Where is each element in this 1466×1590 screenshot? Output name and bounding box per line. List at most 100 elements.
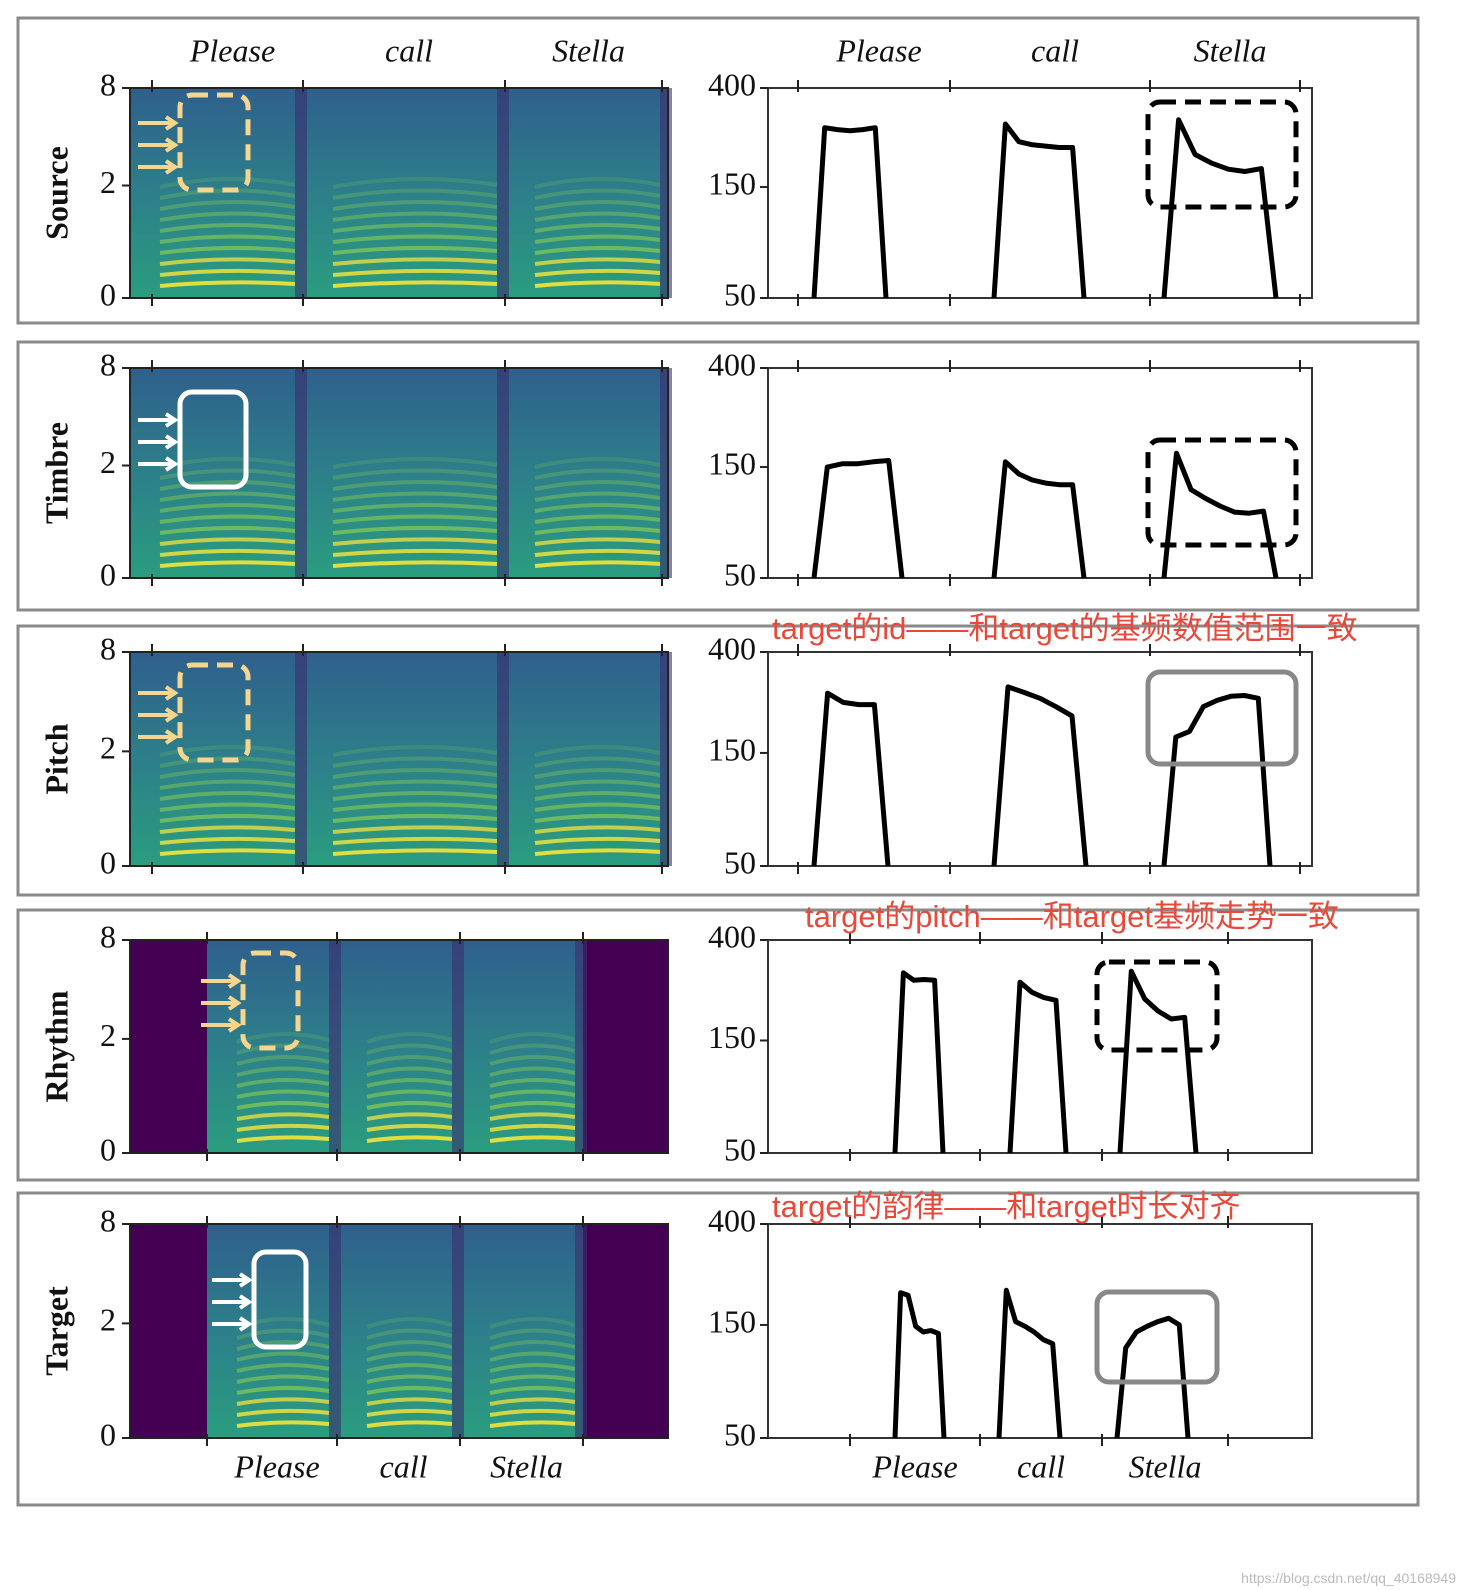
frame bbox=[767, 651, 1313, 867]
harmonic bbox=[489, 1078, 576, 1088]
harmonic bbox=[489, 1328, 576, 1340]
frame bbox=[129, 939, 669, 1154]
harmonic bbox=[332, 456, 498, 469]
harmonic bbox=[534, 480, 661, 491]
harmonic bbox=[159, 825, 296, 834]
arrow bbox=[138, 685, 179, 701]
harmonic bbox=[534, 848, 661, 856]
gap bbox=[497, 368, 509, 578]
gap bbox=[660, 368, 672, 578]
harmonic bbox=[159, 745, 296, 757]
harmonic bbox=[366, 1112, 453, 1121]
gap bbox=[295, 88, 307, 298]
row-label: Source bbox=[38, 146, 74, 240]
highlight-box bbox=[1145, 99, 1299, 210]
harmonic bbox=[159, 234, 296, 244]
harmonic bbox=[159, 768, 296, 779]
harmonic bbox=[332, 560, 498, 568]
y-tick-label: 400 bbox=[708, 918, 756, 954]
harmonic bbox=[534, 825, 661, 834]
y-tick-label: 8 bbox=[100, 346, 116, 382]
harmonic bbox=[236, 1385, 330, 1395]
highlight-box bbox=[240, 950, 301, 1051]
harmonic bbox=[534, 457, 661, 469]
gap bbox=[295, 652, 307, 866]
harmonic bbox=[332, 836, 498, 845]
frame bbox=[129, 367, 669, 579]
harmonic bbox=[332, 234, 498, 244]
harmonic bbox=[332, 211, 498, 222]
harmonic bbox=[236, 1112, 330, 1121]
y-tick-label: 50 bbox=[724, 276, 756, 312]
harmonic bbox=[159, 779, 296, 790]
harmonic bbox=[489, 1420, 576, 1428]
highlight-box bbox=[177, 662, 251, 763]
harmonic bbox=[534, 268, 661, 277]
spectrogram bbox=[130, 652, 668, 866]
panel-border bbox=[16, 908, 1420, 1182]
harmonic bbox=[332, 257, 498, 266]
harmonic bbox=[236, 1078, 330, 1088]
harmonic bbox=[489, 1317, 576, 1329]
word-label: Stella bbox=[1194, 32, 1267, 68]
y-tick-label: 2 bbox=[100, 1302, 116, 1338]
harmonic bbox=[159, 848, 296, 856]
highlight-box bbox=[1145, 437, 1299, 548]
harmonic bbox=[534, 790, 661, 801]
harmonic bbox=[159, 268, 296, 277]
harmonic bbox=[159, 525, 296, 535]
y-tick-label: 400 bbox=[708, 630, 756, 666]
harmonic bbox=[159, 514, 296, 524]
harmonic bbox=[534, 222, 661, 233]
arrow bbox=[212, 1294, 253, 1310]
harmonic bbox=[534, 548, 661, 557]
harmonic bbox=[159, 177, 296, 189]
y-tick-label: 2 bbox=[100, 730, 116, 766]
harmonic bbox=[366, 1397, 453, 1406]
harmonic bbox=[534, 257, 661, 266]
y-tick-label: 0 bbox=[100, 844, 116, 880]
arrow bbox=[201, 973, 242, 989]
harmonic bbox=[159, 560, 296, 568]
word-label: Please bbox=[871, 1448, 957, 1484]
y-tick-label: 8 bbox=[100, 630, 116, 666]
y-tick-label: 50 bbox=[724, 556, 756, 592]
highlight-box bbox=[1094, 959, 1220, 1053]
harmonic bbox=[534, 200, 661, 211]
arrow bbox=[138, 729, 179, 745]
arrow bbox=[138, 456, 179, 472]
harmonic bbox=[366, 1043, 453, 1055]
harmonic bbox=[489, 1397, 576, 1406]
highlight-box bbox=[251, 1249, 309, 1350]
arrow bbox=[138, 137, 179, 153]
row-label: Timbre bbox=[38, 422, 74, 524]
y-tick-label: 0 bbox=[100, 1416, 116, 1452]
gap bbox=[660, 88, 672, 298]
word-label: call bbox=[380, 1448, 428, 1484]
harmonic bbox=[489, 1100, 576, 1110]
word-label: call bbox=[1031, 32, 1079, 68]
y-tick-label: 50 bbox=[724, 844, 756, 880]
y-tick-label: 50 bbox=[724, 1416, 756, 1452]
harmonic bbox=[332, 767, 498, 779]
harmonic bbox=[332, 468, 498, 480]
row-label: Pitch bbox=[38, 723, 74, 794]
harmonic bbox=[332, 813, 498, 823]
harmonic bbox=[489, 1112, 576, 1121]
harmonic bbox=[332, 802, 498, 812]
harmonic bbox=[159, 491, 296, 502]
harmonic bbox=[236, 1351, 330, 1362]
harmonic bbox=[489, 1340, 576, 1351]
row-label: Target bbox=[38, 1286, 74, 1376]
harmonic bbox=[534, 525, 661, 535]
gap bbox=[329, 940, 341, 1153]
harmonic bbox=[489, 1374, 576, 1384]
harmonic bbox=[159, 222, 296, 233]
harmonic bbox=[366, 1317, 453, 1329]
harmonic bbox=[159, 502, 296, 513]
harmonic bbox=[332, 848, 498, 856]
spectrogram bbox=[130, 368, 668, 578]
panel-border bbox=[16, 624, 1420, 897]
highlight-box bbox=[1094, 1289, 1220, 1385]
